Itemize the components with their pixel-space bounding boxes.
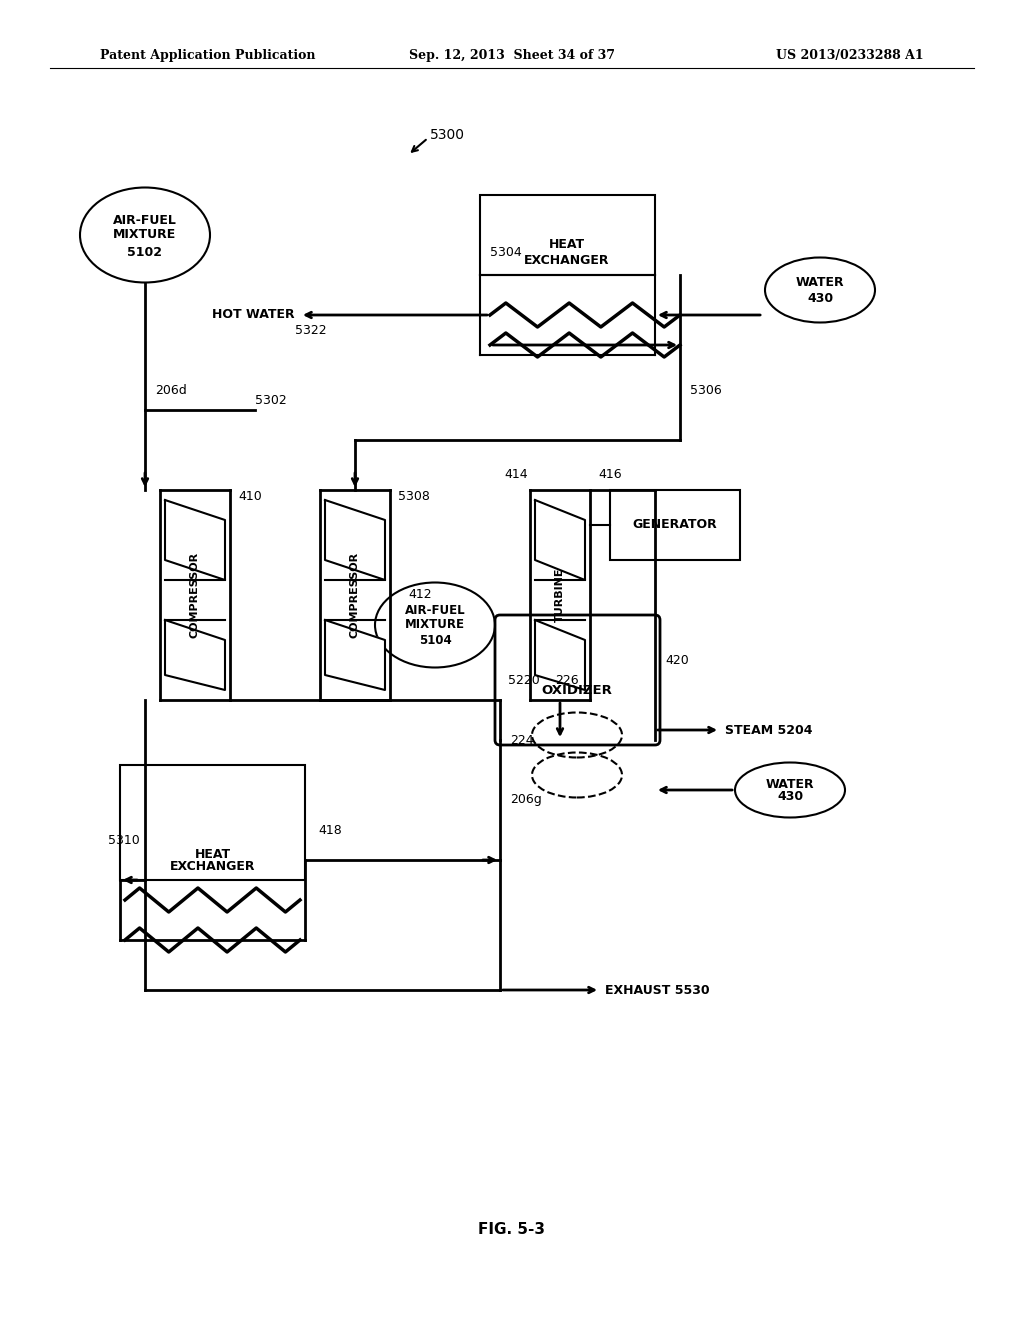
Text: FIG. 5-3: FIG. 5-3 <box>478 1222 546 1238</box>
Text: 5310: 5310 <box>108 833 139 846</box>
Text: 5220: 5220 <box>508 673 540 686</box>
Text: OXIDIZER: OXIDIZER <box>542 684 612 697</box>
Text: HEAT: HEAT <box>549 239 585 252</box>
Text: 5302: 5302 <box>255 393 287 407</box>
Text: 420: 420 <box>665 653 689 667</box>
Text: Sep. 12, 2013  Sheet 34 of 37: Sep. 12, 2013 Sheet 34 of 37 <box>409 49 615 62</box>
Text: COMPRESSOR: COMPRESSOR <box>350 552 360 638</box>
Polygon shape <box>325 620 385 690</box>
Text: WATER: WATER <box>766 777 814 791</box>
Text: MIXTURE: MIXTURE <box>406 619 465 631</box>
Text: 206d: 206d <box>155 384 186 396</box>
Text: 224: 224 <box>510 734 534 747</box>
Text: 5102: 5102 <box>128 246 163 259</box>
Text: EXCHANGER: EXCHANGER <box>170 861 256 874</box>
Text: AIR-FUEL: AIR-FUEL <box>113 214 177 227</box>
Text: 5306: 5306 <box>690 384 722 396</box>
Text: STEAM 5204: STEAM 5204 <box>725 723 812 737</box>
Text: MIXTURE: MIXTURE <box>114 227 176 240</box>
Text: HEAT: HEAT <box>195 849 231 862</box>
Text: 5300: 5300 <box>430 128 465 143</box>
Text: 430: 430 <box>777 791 803 804</box>
Text: 226: 226 <box>555 673 579 686</box>
Text: 410: 410 <box>238 490 262 503</box>
Polygon shape <box>535 620 585 690</box>
Text: GENERATOR: GENERATOR <box>633 519 718 532</box>
Polygon shape <box>165 620 225 690</box>
Text: 5322: 5322 <box>295 323 327 337</box>
Text: 5304: 5304 <box>490 246 522 259</box>
Text: EXCHANGER: EXCHANGER <box>524 253 609 267</box>
Text: Patent Application Publication: Patent Application Publication <box>100 49 315 62</box>
Text: AIR-FUEL: AIR-FUEL <box>404 603 465 616</box>
Text: 414: 414 <box>505 469 528 482</box>
Text: 412: 412 <box>408 589 432 602</box>
Text: 418: 418 <box>318 824 342 837</box>
Text: 416: 416 <box>598 469 622 482</box>
Text: 5104: 5104 <box>419 634 452 647</box>
Text: COMPRESSOR: COMPRESSOR <box>190 552 200 638</box>
Polygon shape <box>535 500 585 579</box>
Polygon shape <box>325 500 385 579</box>
Text: 430: 430 <box>807 292 834 305</box>
Polygon shape <box>165 500 225 579</box>
Text: WATER: WATER <box>796 276 845 289</box>
Text: 5308: 5308 <box>398 490 430 503</box>
Text: HOT WATER: HOT WATER <box>212 309 295 322</box>
Text: US 2013/0233288 A1: US 2013/0233288 A1 <box>776 49 924 62</box>
Text: 206g: 206g <box>510 793 542 807</box>
Text: EXHAUST 5530: EXHAUST 5530 <box>605 983 710 997</box>
Text: TURBINE: TURBINE <box>555 568 565 622</box>
